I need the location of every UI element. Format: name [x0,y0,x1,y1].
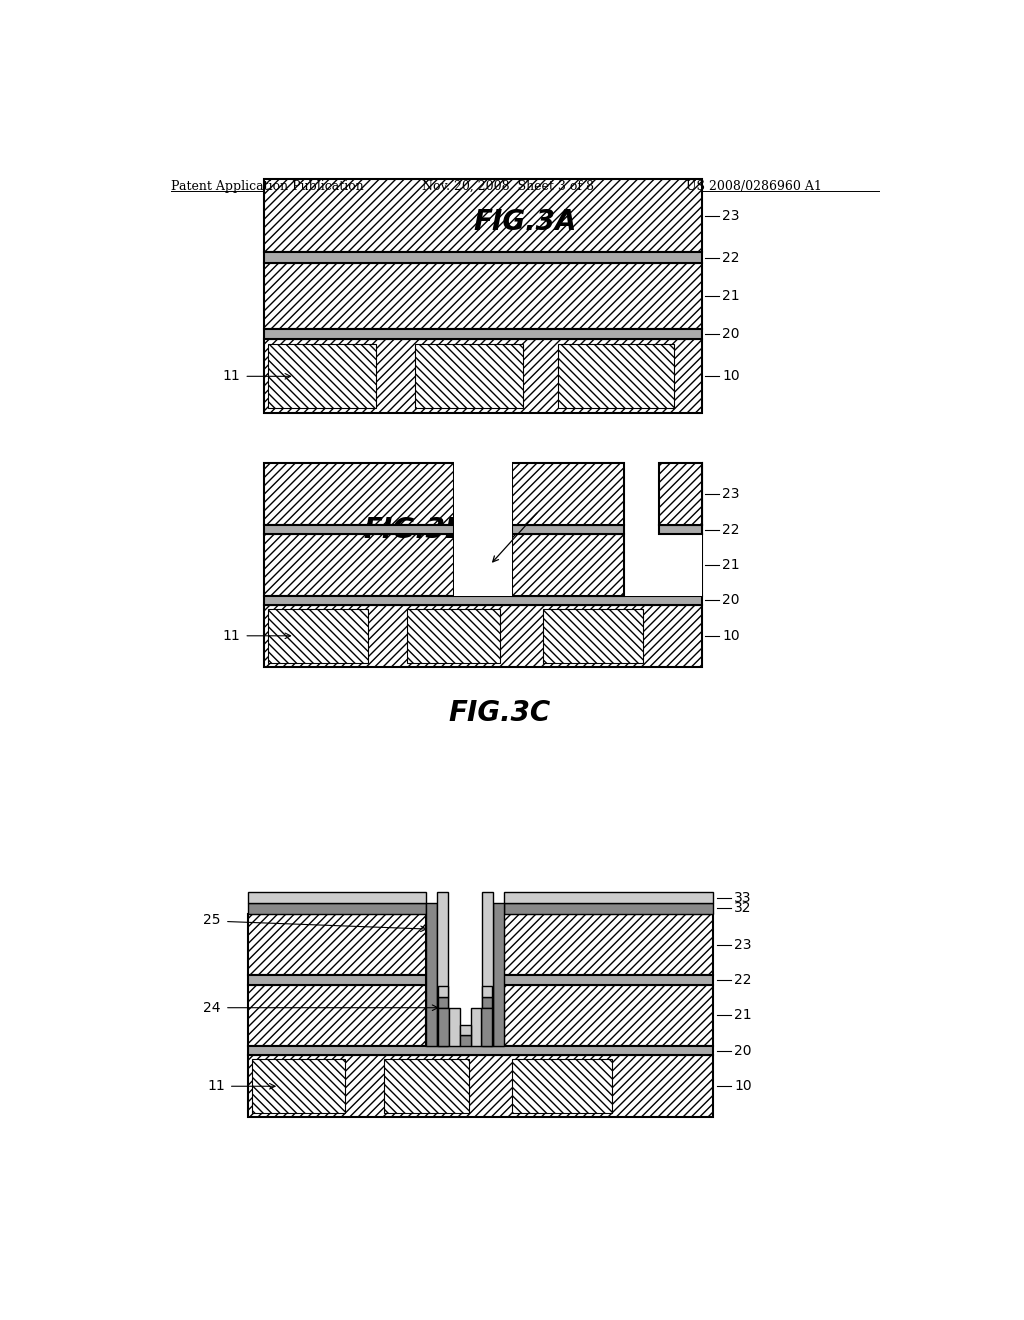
Text: Patent Application Publication: Patent Application Publication [171,180,364,193]
Text: 24: 24 [204,1001,221,1015]
Bar [449,1007,460,1047]
Bar [512,535,624,595]
Bar [263,263,701,329]
Bar [481,1007,493,1047]
Bar [248,985,426,1047]
Bar [263,535,454,595]
Bar [263,252,701,263]
Bar [504,913,713,975]
Bar [471,1007,481,1047]
Bar [248,975,426,985]
Text: 20: 20 [722,594,740,607]
Bar [535,463,701,525]
Bar [407,609,500,663]
Bar [512,463,624,525]
Bar [504,985,713,1047]
Bar [438,1007,449,1047]
Text: 20: 20 [734,1044,752,1057]
Bar [415,345,523,408]
Bar [248,903,426,913]
Bar [252,1059,345,1113]
Bar [438,997,449,1007]
Text: 21: 21 [734,1008,752,1023]
Bar [454,459,512,595]
Text: 33: 33 [734,891,752,904]
Bar [482,892,493,1047]
Text: 22: 22 [734,973,752,987]
Bar [482,997,493,1007]
Bar [248,1056,713,1117]
Text: FIG.3B: FIG.3B [364,516,466,544]
Bar [512,525,624,535]
Bar [263,525,454,535]
Text: 24: 24 [550,517,568,531]
Bar [658,525,701,535]
Bar [263,329,701,339]
Bar [437,892,449,1047]
Text: FIG.3A: FIG.3A [473,209,577,236]
Bar [482,986,493,997]
Bar [493,1007,504,1047]
Bar [504,975,713,985]
Bar [263,595,701,605]
Bar [248,1047,713,1056]
Bar [535,525,701,535]
Bar [263,463,454,525]
Text: 32: 32 [734,902,752,915]
Bar [493,903,504,1047]
Bar [543,609,643,663]
Text: 23: 23 [722,209,740,223]
Text: 11: 11 [222,628,241,643]
Bar [267,345,376,408]
Bar [426,1007,438,1047]
Bar [658,463,701,525]
Bar [535,459,701,595]
Bar [504,892,713,903]
Bar [438,986,449,997]
Text: US 2008/0286960 A1: US 2008/0286960 A1 [686,180,822,193]
Text: 22: 22 [722,523,740,536]
Bar [460,1035,471,1047]
Bar [504,903,713,913]
Bar [558,345,675,408]
Text: 10: 10 [722,628,740,643]
Bar [384,1059,469,1113]
Text: 11: 11 [222,370,241,383]
Text: 22: 22 [722,251,740,265]
Text: 11: 11 [207,1080,225,1093]
Bar [263,180,701,252]
Bar [267,609,369,663]
Bar [535,535,701,595]
Text: 10: 10 [734,1080,752,1093]
Text: 23: 23 [734,937,752,952]
Text: 21: 21 [722,558,740,572]
Text: 10: 10 [722,370,740,383]
Text: Nov. 20, 2008  Sheet 3 of 8: Nov. 20, 2008 Sheet 3 of 8 [423,180,595,193]
Text: 23: 23 [722,487,740,502]
Text: 25: 25 [550,490,568,503]
Text: FIG.3C: FIG.3C [449,700,551,727]
Bar [512,1059,612,1113]
Bar [263,339,701,412]
Text: 21: 21 [722,289,740,304]
Bar [248,892,426,903]
Text: 25: 25 [204,913,221,927]
Bar [248,913,426,975]
Bar [426,903,437,1047]
Bar [460,1024,471,1035]
Bar [263,605,701,667]
Text: 20: 20 [722,327,740,341]
